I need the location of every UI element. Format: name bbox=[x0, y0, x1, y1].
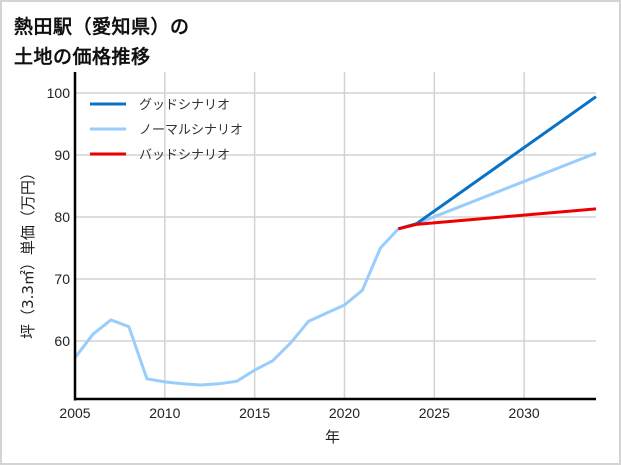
series-line-bad bbox=[398, 207, 597, 231]
series-line-good bbox=[397, 95, 597, 231]
axes bbox=[73, 72, 596, 401]
gridlines bbox=[75, 72, 596, 399]
chart-title-line2: 土地の価格推移 bbox=[14, 46, 151, 68]
tick-labels: 2005 2010 2015 2020 2025 2030 60 70 80 90 100 bbox=[47, 85, 540, 421]
x-axis-label: 年 bbox=[325, 428, 340, 446]
legend-label-good: グッドシナリオ bbox=[139, 98, 230, 113]
x-tick-label: 2030 bbox=[509, 405, 540, 421]
y-tick-label: 60 bbox=[54, 333, 70, 349]
x-tick-label: 2020 bbox=[329, 405, 360, 421]
legend-label-bad: バッドシナリオ bbox=[139, 148, 230, 163]
y-axis-label: 坪（3.3㎡）単価（万円） bbox=[19, 165, 37, 339]
series-lines bbox=[73, 95, 597, 387]
x-tick-label: 2015 bbox=[239, 405, 270, 421]
x-tick-label: 2005 bbox=[59, 405, 90, 421]
y-tick-label: 70 bbox=[54, 271, 70, 287]
y-tick-label: 100 bbox=[47, 85, 71, 101]
x-tick-label: 2025 bbox=[419, 405, 450, 421]
x-tick-label: 2010 bbox=[149, 405, 180, 421]
series-line-normal bbox=[73, 151, 597, 387]
chart-title-line1: 熱田駅（愛知県）の bbox=[14, 16, 190, 38]
y-tick-label: 80 bbox=[54, 209, 70, 225]
legend-label-normal: ノーマルシナリオ bbox=[139, 123, 243, 138]
y-tick-label: 90 bbox=[54, 147, 70, 163]
